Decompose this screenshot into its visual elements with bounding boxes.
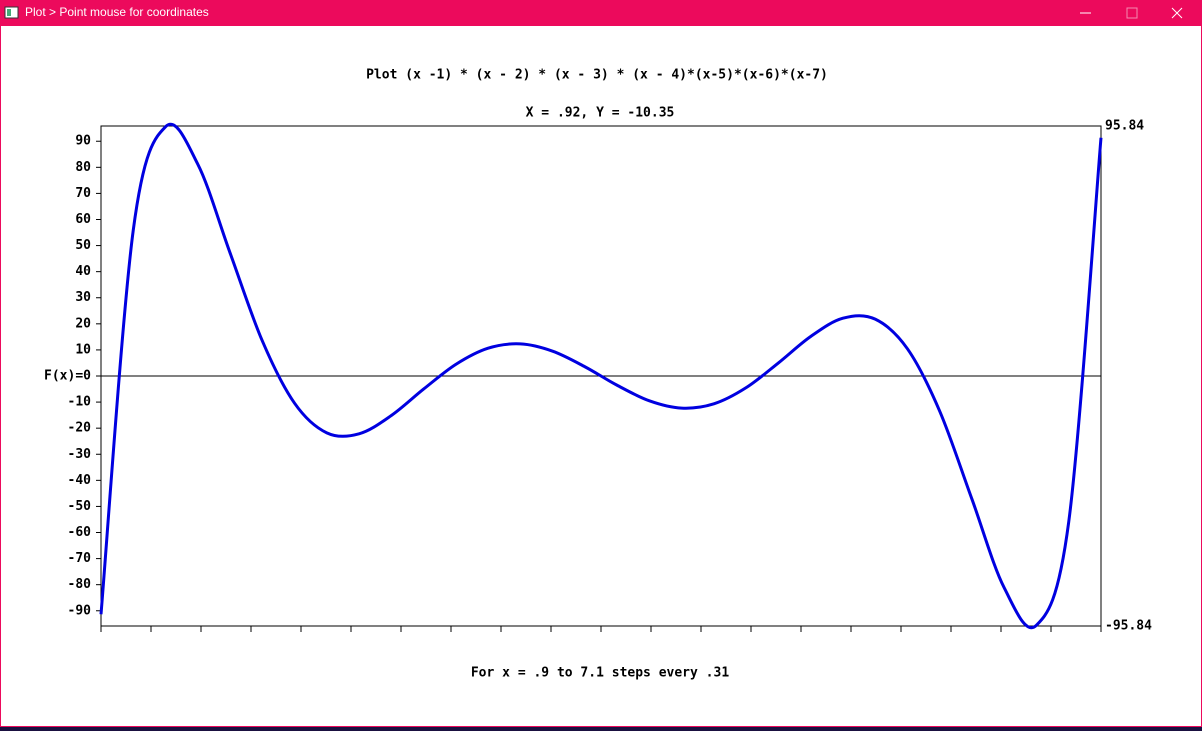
- y-tick-label: 90: [75, 134, 91, 149]
- y-tick-label: 70: [75, 186, 91, 201]
- y-tick-label: 20: [75, 316, 91, 331]
- y-tick-label: -50: [68, 499, 92, 514]
- y-tick-label: -20: [68, 421, 92, 436]
- y-tick-label: 10: [75, 342, 91, 357]
- y-tick-label: 50: [75, 238, 91, 253]
- y-tick-label: -30: [68, 447, 92, 462]
- y-tick-label: 80: [75, 160, 91, 175]
- app-icon: [4, 6, 19, 19]
- chart-title: Plot (x -1) * (x - 2) * (x - 3) * (x - 4…: [366, 68, 828, 83]
- close-button[interactable]: [1171, 7, 1183, 19]
- x-axis-label: For x = .9 to 7.1 steps every .31: [471, 666, 729, 681]
- y-tick-label: -70: [68, 551, 92, 566]
- y-min-label: -95.84: [1105, 619, 1152, 634]
- coordinates-readout: X = .92, Y = -10.35: [526, 106, 675, 121]
- y-tick-label: F(x)=0: [44, 369, 91, 384]
- window-title: Plot > Point mouse for coordinates: [25, 5, 209, 19]
- y-tick-label: -80: [68, 577, 92, 592]
- maximize-button[interactable]: [1126, 7, 1138, 19]
- y-max-label: 95.84: [1105, 119, 1144, 134]
- y-tick-label: -60: [68, 525, 92, 540]
- y-tick-label: 60: [75, 212, 91, 227]
- y-tick-label: 40: [75, 264, 91, 279]
- y-tick-label: 30: [75, 290, 91, 305]
- y-tick-label: -40: [68, 473, 92, 488]
- y-tick-label: -10: [68, 395, 92, 410]
- function-curve: [99, 122, 1103, 630]
- y-tick-label: -90: [68, 603, 92, 618]
- bottom-edge: [0, 727, 1202, 731]
